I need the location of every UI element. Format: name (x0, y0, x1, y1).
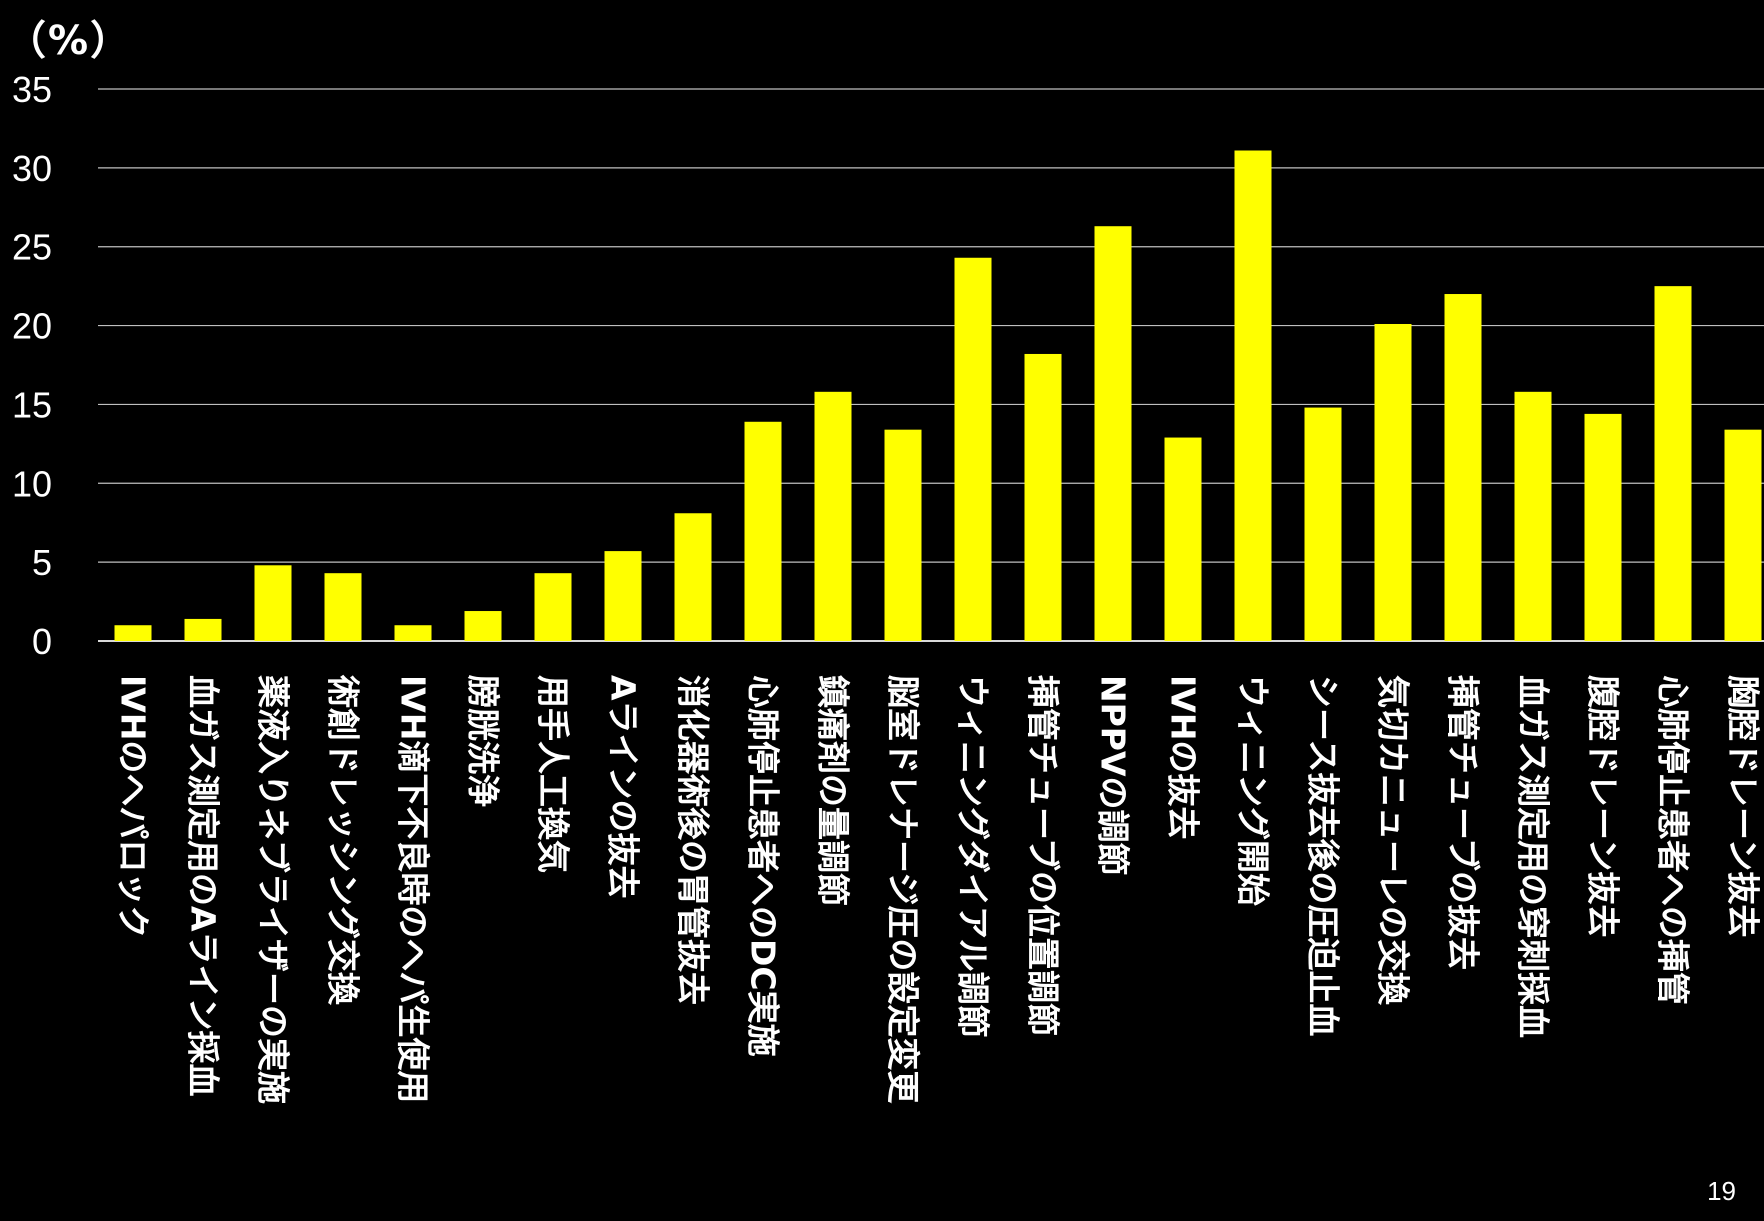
x-category-label: NPPVの調節 (1094, 675, 1133, 876)
bar-17 (1234, 150, 1272, 641)
x-category-label: IVHの抜去 (1164, 675, 1203, 839)
y-tick-label: 25 (12, 227, 52, 268)
bar-19 (1374, 323, 1412, 641)
page-number: 19 (1707, 1176, 1736, 1206)
bar-16 (1164, 437, 1202, 641)
bar-14 (1024, 353, 1062, 641)
chart-bars (114, 150, 1762, 641)
x-category-label: IVHのヘパロック (114, 675, 153, 938)
x-category-label: ウィニングダイアル調節 (954, 675, 993, 1038)
bar-2 (184, 618, 222, 641)
x-category-label: 腹腔ドレーン抜去 (1584, 675, 1623, 937)
x-category-label: 血ガス測定用の穿刺採血 (1514, 675, 1553, 1038)
x-category-label: 用手人工換気 (534, 675, 573, 873)
bar-21 (1514, 391, 1552, 641)
x-category-label: ウィニング開始 (1234, 675, 1273, 906)
x-category-label: 術創ドレッシング交換 (324, 674, 363, 1006)
y-tick-label: 30 (12, 148, 52, 189)
bar-3 (254, 565, 292, 641)
bar-8 (604, 551, 642, 641)
bar-4 (324, 573, 362, 641)
bar-5 (394, 625, 432, 641)
bar-7 (534, 573, 572, 641)
bar-9 (674, 513, 712, 641)
y-tick-label: 5 (32, 542, 52, 583)
x-category-label: Aラインの抜去 (604, 675, 643, 899)
bar-6 (464, 611, 502, 641)
bar-20 (1444, 294, 1482, 641)
x-category-label: IVH滴下不良時のヘパ生使用 (394, 675, 433, 1103)
x-category-label: 心肺停止患者へのDC実施 (744, 675, 783, 1057)
x-category-label: 胸腔ドレーン抜去 (1724, 675, 1763, 937)
x-axis-labels: IVHのヘパロック 血ガス測定用のAライン採血 薬液入りネブライザーの実施 術創ドレッ… (114, 674, 1763, 1104)
x-category-label: 消化器術後の胃管抜去 (674, 675, 713, 1005)
x-category-label: 心肺停止患者への挿管 (1654, 675, 1693, 1005)
y-tick-label: 10 (12, 463, 52, 504)
bar-22 (1584, 413, 1622, 641)
x-category-label: 薬液入りネブライザーの実施 (254, 675, 293, 1104)
y-tick-label: 15 (12, 384, 52, 425)
y-tick-label: 35 (12, 69, 52, 110)
bar-15 (1094, 226, 1132, 641)
x-category-label: 血ガス測定用のAライン採血 (184, 675, 223, 1097)
bar-23 (1654, 286, 1692, 641)
bar-12 (884, 429, 922, 641)
y-tick-label: 0 (32, 621, 52, 662)
chart-gridlines (98, 88, 1764, 642)
x-category-label: 鎮痛剤の量調節 (814, 675, 853, 906)
y-tick-label: 20 (12, 306, 52, 347)
x-category-label: 挿管チューブの抜去 (1444, 675, 1483, 970)
y-axis-ticks: 0 5 10 15 20 25 30 35 (12, 69, 52, 662)
y-axis-unit-label: （%） (6, 18, 133, 64)
bar-1 (114, 625, 152, 641)
bar-13 (954, 257, 992, 641)
x-category-label: シース抜去後の圧迫止血 (1304, 675, 1343, 1036)
x-category-label: 膀胱洗浄 (464, 675, 503, 807)
x-category-label: 気切カニューレの交換 (1374, 675, 1413, 1006)
x-category-label: 挿管チューブの位置調節 (1024, 675, 1063, 1036)
bar-24 (1724, 429, 1762, 641)
x-category-label: 脳室ドレナージ圧の設定変更 (884, 675, 923, 1104)
bar-11 (814, 391, 852, 641)
bar-18 (1304, 407, 1342, 641)
bar-10 (744, 421, 782, 641)
